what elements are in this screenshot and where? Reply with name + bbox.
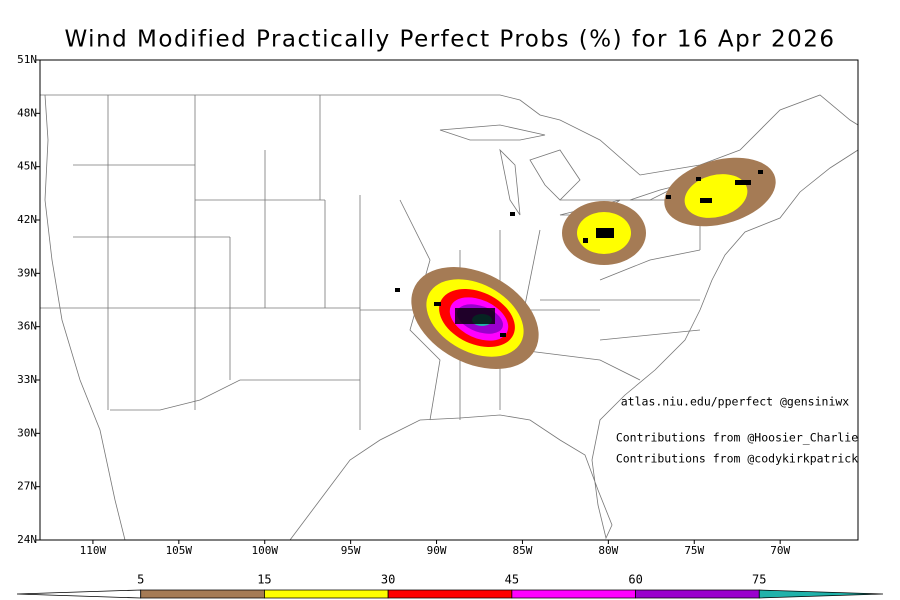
great-lakes <box>439 124 681 216</box>
report-cluster <box>700 198 712 203</box>
colorbar-segment <box>140 589 265 599</box>
lat-tick-label: 51N <box>17 53 37 66</box>
report-cluster <box>735 180 751 185</box>
storm-reports <box>395 170 763 337</box>
border <box>40 94 859 176</box>
report <box>758 170 763 174</box>
coastline <box>289 149 859 541</box>
lat-tick-label: 42N <box>17 213 37 226</box>
lon-tick-label: 85W <box>513 544 533 557</box>
map-title: Wind Modified Practically Perfect Probs … <box>64 27 835 53</box>
colorbar-label: 30 <box>381 573 395 587</box>
colorbar-segment <box>758 589 884 599</box>
coastline <box>44 94 126 541</box>
lat-tick-label: 39N <box>17 266 37 279</box>
lon-tick-label: 100W <box>251 544 278 557</box>
report <box>395 288 400 292</box>
prob-area <box>684 174 748 218</box>
colorbar-segment <box>511 589 636 599</box>
colorbar-segment <box>635 589 760 599</box>
axis-ticks: 51N 48N 45N 42N 39N 36N 33N 30N 27N 24N 110W 105W 10… <box>17 53 790 557</box>
report <box>666 195 671 199</box>
report <box>510 212 515 216</box>
lon-tick-label: 70W <box>770 544 790 557</box>
colorbar-label: 45 <box>505 573 519 587</box>
lat-tick-label: 45N <box>17 160 37 173</box>
lat-tick-label: 33N <box>17 373 37 386</box>
map-frame <box>39 59 859 541</box>
lat-tick-label: 30N <box>17 426 37 439</box>
colorbar-label: 5 <box>137 573 144 587</box>
colorbar-segment <box>264 589 389 599</box>
report <box>500 333 506 337</box>
annotation: Contributions from @Hoosier_Charlie <box>616 431 858 445</box>
lon-tick-label: 110W <box>80 544 107 557</box>
annotation: Contributions from @codykirkpatrick <box>616 452 858 466</box>
colorbar-label: 60 <box>628 573 642 587</box>
lat-tick-label: 48N <box>17 106 37 119</box>
colorbar-label: 15 <box>257 573 271 587</box>
lon-tick-label: 95W <box>341 544 361 557</box>
colorbar: 5 15 30 45 60 75 <box>16 573 884 599</box>
lat-tick-label: 24N <box>17 533 37 546</box>
lon-tick-label: 105W <box>166 544 193 557</box>
report <box>696 177 701 181</box>
colorbar-segment <box>387 589 513 599</box>
lat-tick-label: 36N <box>17 320 37 333</box>
lat-tick-label: 27N <box>17 480 37 493</box>
report <box>583 238 588 243</box>
report <box>434 302 441 306</box>
lon-tick-label: 75W <box>684 544 704 557</box>
colorbar-segment <box>16 589 142 599</box>
report-cluster <box>596 228 614 238</box>
lon-tick-label: 80W <box>598 544 618 557</box>
report-cluster <box>455 308 495 324</box>
annotation: atlas.niu.edu/pperfect @gensiniwx <box>621 395 850 409</box>
colorbar-label: 75 <box>752 573 766 587</box>
lon-tick-label: 90W <box>427 544 447 557</box>
